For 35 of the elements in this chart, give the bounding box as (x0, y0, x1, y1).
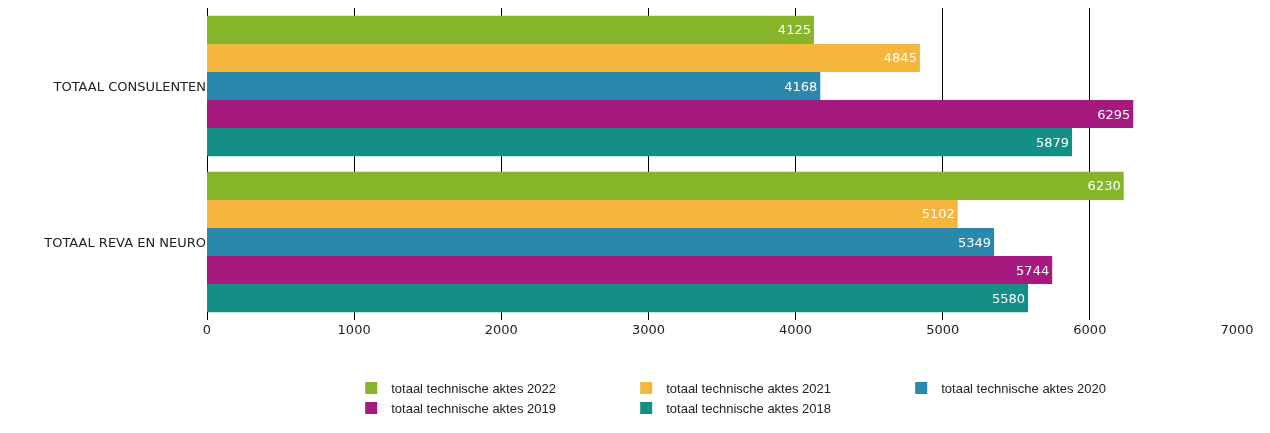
legend-label: totaal technische aktes 2019 (391, 400, 556, 416)
data-label: 5580 (991, 290, 1026, 306)
data-label: 4168 (784, 78, 818, 94)
bar (207, 43, 920, 72)
legend-label: totaal technische aktes 2021 (666, 381, 831, 397)
bar (207, 171, 1124, 200)
x-tick-label: 7000 (1220, 322, 1254, 337)
x-tick-label: 5000 (926, 322, 960, 337)
bar (207, 199, 958, 228)
data-label: 5879 (1035, 134, 1070, 150)
bar (207, 100, 1134, 129)
legend-label: totaal technische aktes 2018 (666, 400, 831, 416)
bar (207, 71, 821, 101)
x-tick-label: 2000 (484, 322, 518, 337)
x-tick-label: 0 (202, 322, 212, 337)
y-tick-label: TOTAAL REVA EN NEURO (43, 234, 206, 250)
x-tick-label: 3000 (631, 322, 665, 337)
bar (207, 227, 995, 257)
data-label: 4845 (883, 50, 917, 66)
y-tick-label: TOTAAL CONSULENTEN (52, 78, 206, 94)
bar (207, 256, 1053, 285)
data-label: 6295 (1097, 106, 1131, 122)
data-label: 5102 (921, 206, 955, 222)
x-tick-label: 4000 (779, 322, 813, 337)
data-label: 4125 (777, 22, 811, 38)
bar (207, 15, 814, 44)
data-label: 6230 (1087, 178, 1121, 194)
legend-label: totaal technische aktes 2022 (391, 381, 556, 397)
x-tick-label: 6000 (1073, 322, 1107, 337)
bar (207, 284, 1029, 313)
x-tick-label: 1000 (337, 322, 371, 337)
data-label: 5349 (957, 234, 992, 250)
legend-label: totaal technische aktes 2020 (941, 381, 1106, 397)
bar (207, 128, 1073, 157)
data-label: 5744 (1016, 262, 1050, 278)
